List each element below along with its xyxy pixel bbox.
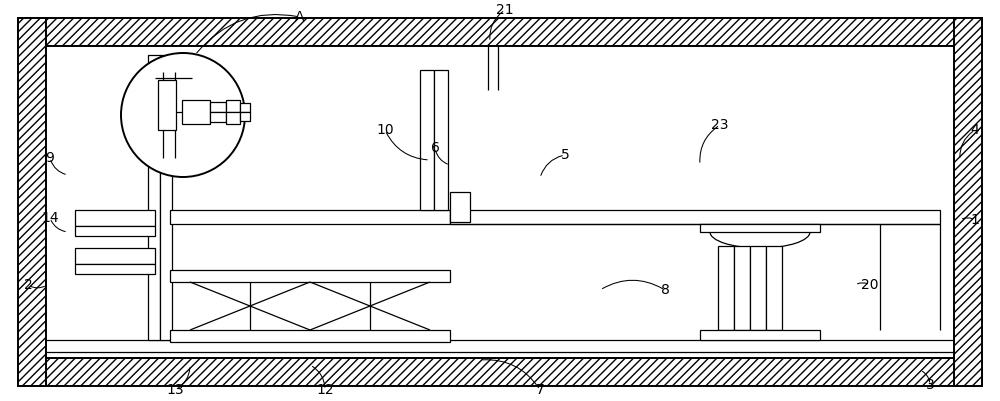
- Bar: [160, 55, 172, 340]
- Bar: [182, 100, 210, 124]
- Bar: [46, 46, 954, 358]
- Bar: [954, 18, 982, 386]
- Text: 8: 8: [661, 283, 669, 297]
- Text: 14: 14: [41, 211, 59, 225]
- Text: 2: 2: [24, 278, 32, 292]
- Bar: [210, 112, 226, 122]
- Bar: [75, 264, 155, 274]
- Text: 10: 10: [376, 123, 394, 137]
- Bar: [226, 100, 240, 112]
- Bar: [75, 248, 155, 264]
- Circle shape: [121, 53, 245, 177]
- Text: 21: 21: [496, 3, 514, 17]
- Bar: [718, 246, 734, 330]
- Text: A: A: [295, 10, 305, 24]
- Text: 9: 9: [46, 151, 54, 165]
- Bar: [75, 226, 155, 236]
- Bar: [170, 270, 450, 282]
- Bar: [420, 70, 434, 210]
- Bar: [226, 112, 240, 124]
- Text: 13: 13: [166, 383, 184, 397]
- Bar: [18, 18, 982, 46]
- Bar: [734, 246, 750, 330]
- Bar: [240, 103, 250, 112]
- Bar: [434, 70, 448, 210]
- Bar: [766, 246, 782, 330]
- Bar: [148, 55, 160, 340]
- Bar: [210, 102, 226, 112]
- Text: 1: 1: [971, 213, 979, 227]
- Bar: [700, 330, 820, 340]
- Text: 6: 6: [431, 141, 439, 155]
- Bar: [18, 358, 982, 386]
- Bar: [750, 246, 766, 330]
- Bar: [170, 210, 450, 224]
- Bar: [18, 18, 46, 386]
- Bar: [170, 330, 450, 342]
- Bar: [75, 210, 155, 226]
- Text: 23: 23: [711, 118, 729, 132]
- Bar: [450, 192, 470, 222]
- Text: 7: 7: [536, 383, 544, 397]
- Text: 4: 4: [971, 123, 979, 137]
- Text: 12: 12: [316, 383, 334, 397]
- Text: 20: 20: [861, 278, 879, 292]
- Text: 5: 5: [561, 148, 569, 162]
- Text: 3: 3: [926, 378, 934, 392]
- Bar: [158, 80, 176, 130]
- Bar: [450, 210, 940, 224]
- Bar: [240, 112, 250, 121]
- Bar: [700, 224, 820, 232]
